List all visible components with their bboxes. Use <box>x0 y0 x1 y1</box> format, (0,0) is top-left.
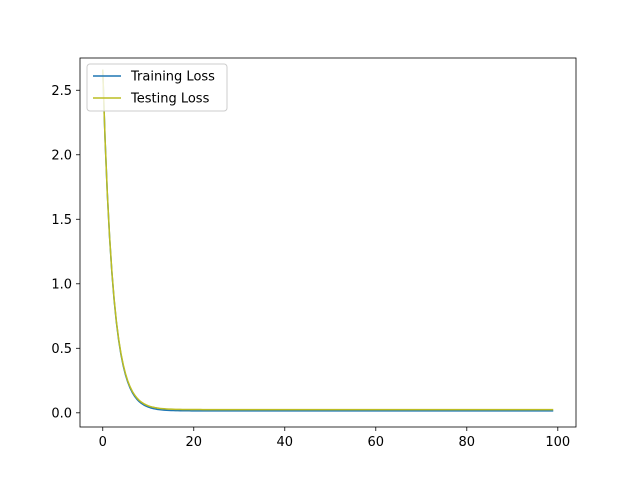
y-tick-label: 0.5 <box>51 342 72 357</box>
y-tick-label: 1.0 <box>51 277 72 292</box>
plot-area <box>102 69 554 412</box>
legend-box <box>86 63 228 112</box>
y-tick-label: 1.5 <box>51 213 72 228</box>
legend-label: Testing Loss <box>130 92 210 107</box>
legend-label: Training Loss <box>130 70 215 85</box>
axes: 0 20 40 60 80 100 0.0 0.5 1.0 1.5 2.0 2.5 <box>51 57 577 450</box>
x-tick-label: 60 <box>368 435 385 450</box>
y-tick-label: 0.0 <box>51 406 72 421</box>
x-tick-label: 100 <box>545 435 570 450</box>
legend: Training Loss Testing Loss <box>86 63 228 112</box>
x-tick-label: 80 <box>459 435 476 450</box>
series-line-training-loss <box>102 69 554 412</box>
x-tick-label: 20 <box>185 435 202 450</box>
x-tick-label: 40 <box>276 435 293 450</box>
y-tick-label: 2.5 <box>51 84 72 99</box>
series-line-testing-loss <box>102 69 554 411</box>
axes-frame <box>79 57 577 428</box>
y-tick-label: 2.0 <box>51 148 72 163</box>
x-tick-label: 0 <box>99 435 107 450</box>
